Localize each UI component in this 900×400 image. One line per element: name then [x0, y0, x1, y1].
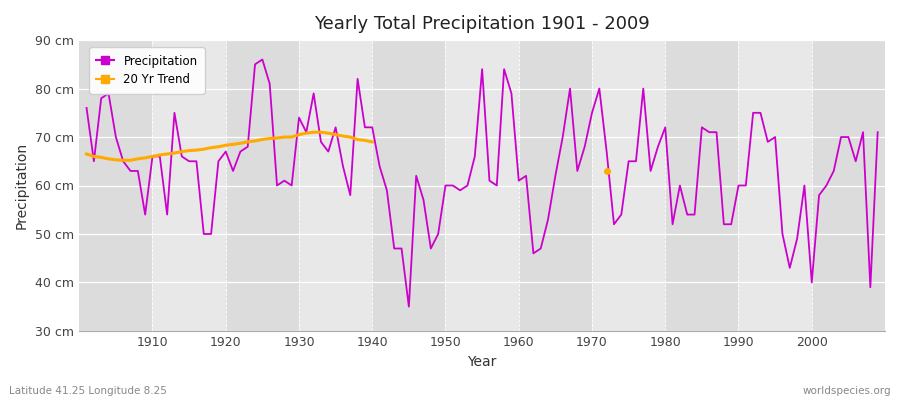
Y-axis label: Precipitation: Precipitation — [15, 142, 29, 229]
Bar — [518, 40, 592, 331]
Text: worldspecies.org: worldspecies.org — [803, 386, 891, 396]
Bar — [812, 40, 885, 331]
Bar — [446, 40, 518, 331]
Bar — [299, 40, 373, 331]
Title: Yearly Total Precipitation 1901 - 2009: Yearly Total Precipitation 1901 - 2009 — [314, 15, 650, 33]
X-axis label: Year: Year — [467, 355, 497, 369]
Bar — [373, 40, 446, 331]
Bar — [592, 40, 665, 331]
Bar — [739, 40, 812, 331]
Bar — [152, 40, 226, 331]
Bar — [665, 40, 739, 331]
Bar — [79, 40, 152, 331]
Text: Latitude 41.25 Longitude 8.25: Latitude 41.25 Longitude 8.25 — [9, 386, 166, 396]
Legend: Precipitation, 20 Yr Trend: Precipitation, 20 Yr Trend — [89, 48, 204, 94]
Bar — [226, 40, 299, 331]
